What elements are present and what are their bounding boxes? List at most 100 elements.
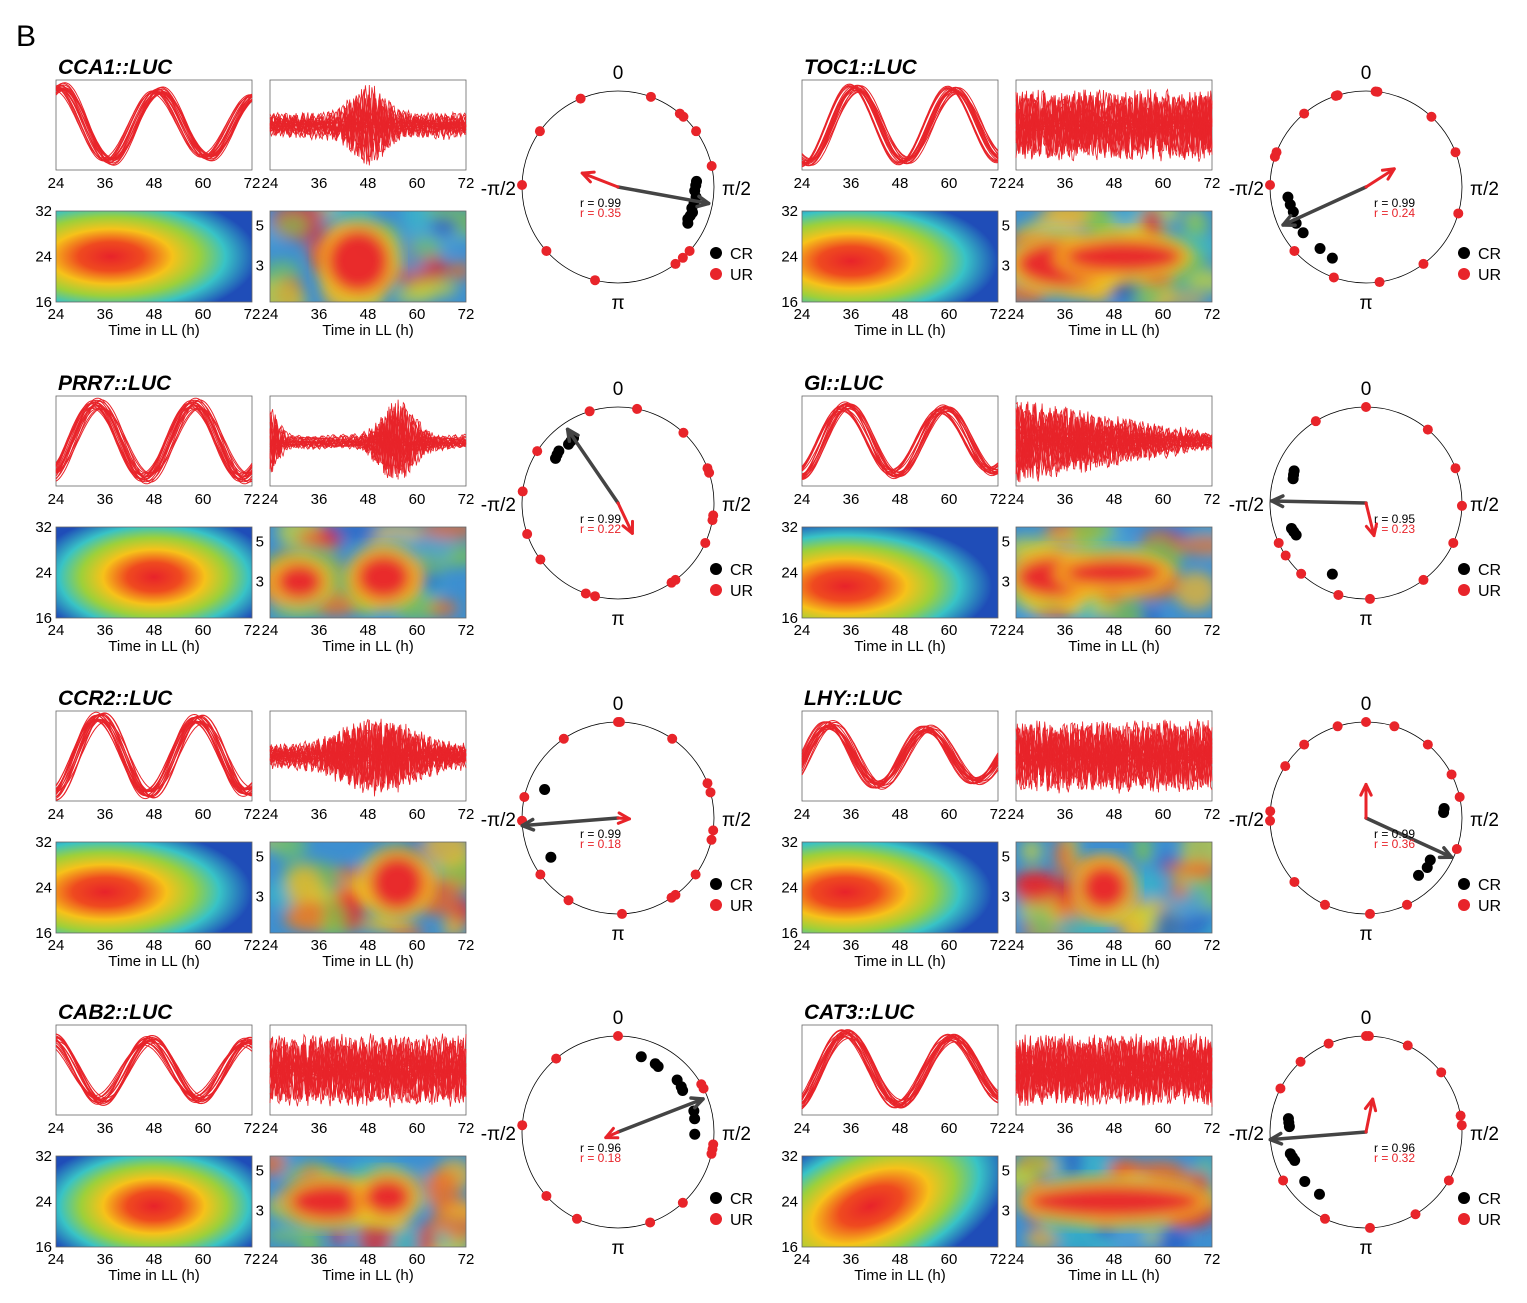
polar-label-top: 0 [613, 63, 624, 84]
y-tick-label: 5 [256, 218, 264, 235]
ur-point [667, 733, 678, 744]
ur-point [1278, 1175, 1289, 1186]
r-value-cr: r = 0.99 [580, 827, 621, 841]
ur-point [1363, 1031, 1374, 1042]
polar-label-left: -π/2 [1229, 1124, 1264, 1145]
x-tick-label: 48 [360, 1251, 377, 1268]
legend-ur-label: UR [730, 1212, 753, 1229]
noise-line [269, 422, 467, 456]
ur-arrow [580, 171, 620, 189]
x-tick-label: 60 [1155, 175, 1172, 192]
ur-point [1374, 277, 1385, 288]
ur-point [1456, 1120, 1467, 1131]
ur-point [1275, 1083, 1286, 1094]
x-tick-label: 36 [97, 1120, 114, 1137]
polar-label-left: -π/2 [1229, 810, 1264, 831]
ur-point [706, 160, 717, 171]
cr-arrow-head [695, 194, 711, 209]
ur-point [700, 537, 711, 548]
x-axis-label: Time in LL (h) [1068, 322, 1159, 339]
polar-label-top: 0 [1361, 1008, 1372, 1029]
x-tick-label: 48 [1106, 806, 1123, 823]
noise-heatmap-frame [269, 526, 467, 619]
x-tick-label: 36 [97, 1251, 114, 1268]
x-tick-label: 72 [990, 491, 1007, 508]
y-tick-label: 32 [35, 1148, 52, 1165]
polar-label-right: π/2 [1470, 1124, 1499, 1145]
x-tick-label: 72 [990, 1120, 1007, 1137]
noise-line [1015, 1035, 1213, 1099]
ur-arrow [1364, 1097, 1375, 1134]
polar-label-bottom: π [611, 1238, 624, 1259]
ur-point [1296, 568, 1307, 579]
legend-cr-marker [1458, 1192, 1470, 1204]
trace-line [55, 1035, 253, 1104]
x-tick-label: 24 [262, 1120, 279, 1137]
r-value-cr: r = 0.99 [1374, 196, 1415, 210]
x-tick-label: 72 [1204, 1251, 1221, 1268]
cr-point [1413, 869, 1425, 881]
gene-title: CAT3::LUC [804, 1001, 915, 1024]
x-tick-label: 60 [941, 806, 958, 823]
cr-point [1299, 1175, 1311, 1187]
ur-point [677, 252, 688, 263]
polar-label-top: 0 [1361, 63, 1372, 84]
x-tick-label: 36 [1057, 491, 1074, 508]
noise-heatmap-frame [1015, 526, 1213, 619]
heatmap [802, 842, 998, 933]
noise-heatmap [270, 211, 466, 302]
ur-point [1454, 791, 1465, 802]
x-tick-label: 24 [794, 806, 811, 823]
x-axis-label: Time in LL (h) [108, 638, 199, 655]
noise-heatmap-frame [1015, 841, 1213, 934]
x-tick-label: 48 [360, 1120, 377, 1137]
x-tick-label: 24 [1008, 306, 1025, 323]
x-tick-label: 24 [262, 622, 279, 639]
ur-arrow [1364, 167, 1396, 189]
x-tick-label: 60 [941, 937, 958, 954]
x-tick-label: 24 [48, 306, 65, 323]
x-tick-label: 48 [146, 806, 163, 823]
legend-ur-marker [710, 899, 722, 911]
polar-label-bottom: π [611, 293, 624, 314]
trace-line [801, 88, 999, 163]
r-value-ur: r = 0.36 [1374, 837, 1415, 851]
ur-point [1265, 180, 1276, 191]
y-tick-label: 5 [256, 534, 264, 551]
trace-line [55, 406, 253, 476]
r-value-cr: r = 0.96 [1374, 1141, 1415, 1155]
ur-point [1418, 258, 1429, 269]
ur-point [704, 467, 715, 478]
trace-plot-frame [801, 395, 999, 487]
r-value-ur: r = 0.24 [1374, 206, 1415, 220]
x-axis-label: Time in LL (h) [854, 322, 945, 339]
polar-label-top: 0 [613, 379, 624, 400]
gene-title: CAB2::LUC [58, 1001, 173, 1024]
ur-point [691, 126, 702, 137]
trace-line [55, 711, 253, 800]
x-tick-label: 72 [244, 1251, 261, 1268]
x-tick-label: 48 [360, 491, 377, 508]
cr-arrow-head [1437, 846, 1454, 860]
x-tick-label: 72 [458, 1120, 475, 1137]
ur-point [1330, 90, 1341, 101]
x-tick-label: 60 [195, 175, 212, 192]
y-tick-label: 16 [781, 294, 798, 311]
noise-line [269, 87, 467, 162]
x-tick-label: 72 [458, 622, 475, 639]
cr-point [1438, 806, 1450, 818]
ur-point [707, 1144, 718, 1155]
noise-heatmap-frame [1015, 210, 1213, 303]
noise-line [1015, 406, 1213, 467]
ur-arrow [616, 501, 634, 535]
legend-cr-marker [1458, 878, 1470, 890]
x-tick-label: 48 [892, 1120, 909, 1137]
polar-label-top: 0 [613, 694, 624, 715]
x-tick-label: 60 [941, 1120, 958, 1137]
legend-ur-label: UR [1478, 1212, 1501, 1229]
legend-ur-label: UR [730, 267, 753, 284]
ur-point [1280, 761, 1291, 772]
x-tick-label: 24 [794, 1120, 811, 1137]
